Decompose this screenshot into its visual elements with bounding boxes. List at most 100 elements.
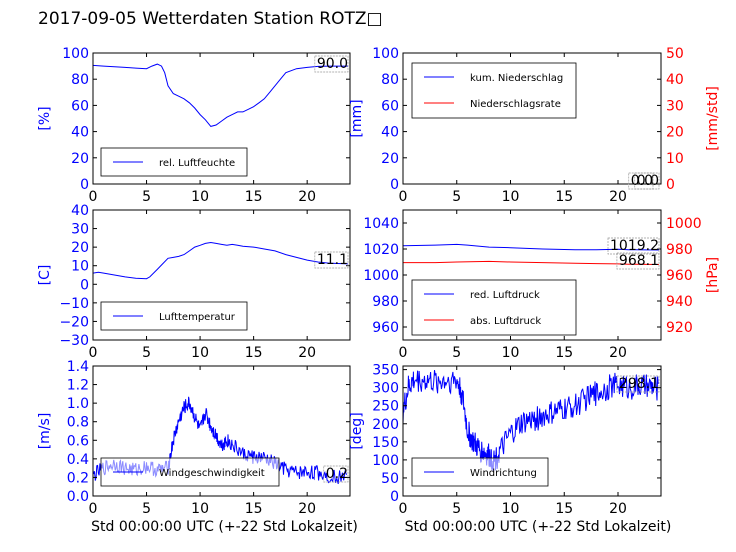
y-tick-label: 0.2 [67, 470, 89, 486]
y-axis-label: [deg] [349, 412, 365, 449]
current-value-box [314, 251, 349, 269]
x-tick-label: 20 [298, 345, 316, 361]
current-value-box [314, 55, 349, 73]
chart-wind_speed: 0 5 10 15 20 0.0 0.2 0.4 0.6 0.8 1.0 1.2 1.4 [m/s] Std… [37, 359, 358, 535]
y-tick-label: 0 [390, 489, 399, 505]
y-tick-label-right: 960 [666, 268, 693, 284]
y-tick-label: 10 [71, 259, 89, 275]
plot-frame [92, 209, 351, 341]
x-tick-label: 0 [89, 501, 98, 517]
x-tick-label: 20 [609, 501, 627, 517]
x-tick-label: 20 [609, 189, 627, 205]
x-tick-label: 15 [245, 345, 263, 361]
x-tick-label: 15 [555, 345, 573, 361]
y-tick-label: 1.4 [67, 359, 89, 375]
x-tick-label: 0 [399, 501, 408, 517]
y-tick-label: 0 [390, 177, 399, 193]
y-tick-label: 1020 [363, 242, 399, 258]
y-tick-label-right: 920 [666, 320, 693, 336]
x-tick-label: 15 [555, 189, 573, 205]
y-tick-label: 20 [381, 151, 399, 167]
y-axis-label: [C] [37, 265, 53, 286]
y-tick-label: 60 [381, 98, 399, 114]
series-line-pressure-1 [403, 260, 659, 265]
x-axis-label: Std 00:00:00 UTC (+-22 Std Lokalzeit) [405, 519, 672, 535]
y-axis-label: [%] [37, 106, 53, 130]
legend-box [411, 279, 577, 336]
y-tick-label: 0.8 [67, 415, 89, 431]
y-tick-label: 40 [381, 125, 399, 141]
y-tick-label: 150 [372, 435, 399, 451]
x-tick-label: 0 [399, 189, 408, 205]
y-tick-label: 300 [372, 381, 399, 397]
y-tick-label: 0.6 [67, 433, 89, 449]
current-value-right: 0.0 [631, 173, 653, 189]
legend: red. Luftdruck abs. Luftdruck [411, 279, 577, 336]
y-tick-label: 60 [71, 98, 89, 114]
y-tick-label: 80 [381, 72, 399, 88]
legend-label: Lufttemperatur [159, 312, 236, 323]
y-tick-label: 1.0 [67, 396, 89, 412]
x-tick-label: 20 [609, 345, 627, 361]
y-tick-label: 960 [372, 320, 399, 336]
legend-label: red. Luftdruck [470, 290, 540, 301]
page-title: 2017-09-05 Wetterdaten Station ROTZ□ [38, 9, 383, 29]
current-value: 0.0 [637, 173, 659, 189]
current-value-box [607, 237, 660, 255]
legend-label: rel. Luftfeuchte [159, 158, 235, 169]
y-tick-label: 980 [372, 294, 399, 310]
x-tick-label: 0 [399, 345, 408, 361]
legend: Windgeschwindigkeit [100, 457, 280, 487]
legend: kum. Niederschlag Niederschlagsrate [411, 62, 577, 119]
chart-pressure: 0 5 10 15 20 960 980 1000 1020 1040 920 940 960 980 10… [363, 209, 721, 361]
current-value: 0.2 [326, 466, 348, 482]
y-tick-label-right: 940 [666, 294, 693, 310]
x-tick-label: 5 [142, 189, 151, 205]
y-tick-label: 1.2 [67, 378, 89, 394]
y-tick-label-right: 0 [666, 177, 675, 193]
y-tick-label-right: 30 [666, 98, 684, 114]
y-axis-label-right: [hPa] [705, 257, 721, 293]
y-tick-label: 80 [71, 72, 89, 88]
plot-frame [92, 52, 351, 185]
y-tick-label: 40 [71, 203, 89, 219]
x-tick-label: 15 [245, 189, 263, 205]
y-tick-label: 40 [71, 125, 89, 141]
legend: Lufttemperatur [100, 301, 248, 331]
x-tick-label: 0 [89, 345, 98, 361]
series-line-humidity-0 [92, 63, 348, 127]
chart-humidity: 0 5 10 15 20 0 20 40 60 80 100 [%] rel. Luftfeuchte 9… [37, 46, 351, 205]
legend-label: abs. Luftdruck [470, 316, 541, 327]
y-tick-label-right: 20 [666, 125, 684, 141]
x-tick-label: 5 [452, 501, 461, 517]
x-tick-label: 10 [502, 189, 520, 205]
current-value-right: 968.1 [619, 253, 659, 269]
x-tick-label: 0 [89, 189, 98, 205]
y-tick-label-right: 10 [666, 151, 684, 167]
y-tick-label: 20 [71, 240, 89, 256]
y-tick-label-right: 50 [666, 46, 684, 62]
y-axis-label: [m/s] [37, 413, 53, 450]
legend-label: Windgeschwindigkeit [159, 468, 265, 479]
x-axis-label: Std 00:00:00 UTC (+-22 Std Lokalzeit) [91, 519, 358, 535]
current-value-box [616, 375, 660, 393]
y-tick-label: 100 [62, 46, 89, 62]
y-tick-label: 0.4 [67, 452, 89, 468]
y-tick-label: 100 [372, 453, 399, 469]
x-tick-label: 5 [142, 501, 151, 517]
y-axis-label: [mm] [349, 99, 365, 137]
y-tick-label: 1000 [363, 268, 399, 284]
y-tick-label: 30 [71, 222, 89, 238]
y-tick-label-right: 980 [666, 242, 693, 258]
y-tick-label-right: 1000 [666, 216, 702, 232]
y-tick-label: 250 [372, 399, 399, 415]
series-line-pressure-0 [402, 243, 659, 251]
series-line-wind_dir-0 [402, 370, 659, 472]
y-tick-label: 1040 [363, 216, 399, 232]
current-value: 1019.2 [610, 238, 659, 254]
x-tick-label: 10 [502, 501, 520, 517]
legend-label: kum. Niederschlag [470, 73, 563, 84]
x-tick-label: 20 [298, 189, 316, 205]
